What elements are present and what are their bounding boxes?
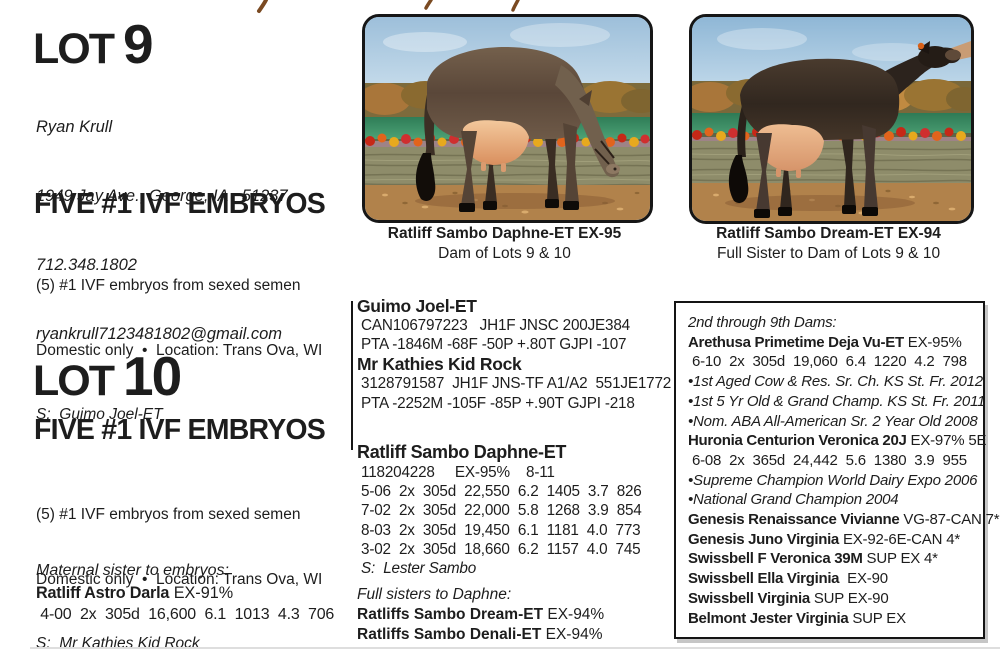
lot10-number: 10 xyxy=(122,345,182,407)
sire1-id-line: CAN106797223 JH1F JNSC 200JE384 xyxy=(357,317,630,334)
consignor-phone: 712.348.1802 xyxy=(36,256,137,274)
dam-entry-award: •National Grand Champion 2004 xyxy=(688,491,899,509)
cursive-title-remnant-icon xyxy=(257,0,520,13)
sister1-name: Ratliffs Sambo Dream-ET xyxy=(357,606,544,623)
full-sisters-block: Full sisters to Daphne: Ratliffs Sambo D… xyxy=(357,585,669,644)
lot10-word: LOT xyxy=(33,357,115,405)
consignor-email: ryankrull7123481802@gmail.com xyxy=(36,325,283,343)
cow-dream-illustration-icon xyxy=(692,17,971,221)
caption-daphne: Ratliff Sambo Daphne-ET EX-95 Dam of Lot… xyxy=(362,224,647,263)
lot9-word: LOT xyxy=(33,25,115,73)
maternal-sister-score: EX-91% xyxy=(169,584,234,602)
maternal-sister-record: 4-00 2x 305d 16,600 6.1 1013 4.3 706 xyxy=(36,606,335,623)
dam-entry-name: Huronia Centurion Veronica 20J EX-97% 5E xyxy=(688,432,987,450)
sister2-name: Ratliffs Sambo Denali-ET xyxy=(357,625,542,643)
maternal-sister-name: Ratliff Astro Darla xyxy=(36,584,170,602)
maternal-sister-heading: Maternal sister to embryos: xyxy=(36,562,229,579)
dam-entry-name: Belmont Jester Virginia SUP EX xyxy=(688,609,906,627)
dams-history-box: 2nd through 9th Dams: Arethusa Primetime… xyxy=(674,301,1000,639)
dam-record-row: 3-02 2x 305d 18,660 6.2 1157 4.0 745 xyxy=(357,540,641,558)
dams-box-heading: 2nd through 9th Dams: xyxy=(688,314,837,331)
dam-entry-award: •1st Aged Cow & Res. Sr. Ch. KS St. Fr. … xyxy=(688,373,983,391)
maternal-sister-name-line: Ratliff Astro Darla EX-91% xyxy=(36,582,334,604)
dam-entry-name: Swissbell F Veronica 39M SUP EX 4* xyxy=(688,550,938,568)
cow-photo-daphne xyxy=(362,14,653,223)
dam-sire-note: S: Lester Sambo xyxy=(357,560,477,578)
dam-entry-record: 6-08 2x 365d 24,442 5.6 1380 3.9 955 xyxy=(688,451,967,469)
caption-daphne-name: Ratliff Sambo Daphne-ET EX-95 xyxy=(387,225,622,242)
caption-daphne-sub: Dam of Lots 9 & 10 xyxy=(438,244,571,262)
sire2-id-line: 3128791587 JH1F JNS-TF A1/A2 551JE1772 xyxy=(357,375,672,393)
dam-name: Ratliff Sambo Daphne-ET xyxy=(357,442,567,462)
cow-photo-dream xyxy=(689,14,974,224)
lot10-heading: LOT 10 xyxy=(33,344,182,408)
lot10-desc-line2: Domestic only • Location: Trans Ova, WI xyxy=(36,570,323,588)
dam-record-row: 5-06 2x 305d 22,550 6.2 1405 3.7 826 xyxy=(357,483,642,501)
lot9-sire-note: S: Guimo Joel-ET xyxy=(36,406,163,423)
cow-dream xyxy=(728,41,971,218)
dam-entry-award: •1st 5 Yr Old & Grand Champ. KS St. Fr. … xyxy=(688,392,986,410)
sister-line: Ratliffs Sambo Denali-ET EX-94% xyxy=(357,625,669,645)
caption-dream-name: Ratliff Sambo Dream-ET EX-94 xyxy=(716,225,941,242)
dam-entry-name: Swissbell Virginia SUP EX-90 xyxy=(688,589,889,607)
dam-record-row: 8-03 2x 305d 19,450 6.1 1181 4.0 773 xyxy=(357,521,641,539)
dam-entry-record: 6-10 2x 305d 19,060 6.4 1220 4.2 798 xyxy=(688,353,967,371)
sire1-name: Guimo Joel-ET xyxy=(357,296,477,316)
consignor-address: 1949 Jay Ave., George, IA 51237 xyxy=(36,187,288,205)
sister-line: Ratliffs Sambo Dream-ET EX-94% xyxy=(357,605,669,625)
lot10-sire-note: S: Mr Kathies Kid Rock xyxy=(36,635,200,652)
sister2-score: EX-94% xyxy=(541,625,603,643)
caption-dream-sub: Full Sister to Dam of Lots 9 & 10 xyxy=(716,244,941,262)
cow-daphne xyxy=(415,47,620,212)
dam-entry-name: Arethusa Primetime Deja Vu-ET EX-95% xyxy=(688,333,962,351)
dam-id-line: 118204228 EX-95% 8-11 xyxy=(357,464,555,481)
full-sisters-heading: Full sisters to Daphne: xyxy=(357,586,512,603)
lot10-offering-title: FIVE #1 IVF EMBRYOS xyxy=(34,414,326,446)
dam-entry-name: Swissbell Ella Virginia EX-90 xyxy=(688,570,888,588)
dam-entry-award: •Nom. ABA All-American Sr. 2 Year Old 20… xyxy=(688,412,978,430)
lot10-desc-line1: (5) #1 IVF embryos from sexed semen xyxy=(36,506,301,523)
consignor-name: Ryan Krull xyxy=(36,118,113,136)
cow-daphne-illustration-icon xyxy=(365,17,650,220)
sister1-score: EX-94% xyxy=(543,606,605,623)
consignor-contact-block: Ryan Krull 1949 Jay Ave., George, IA 512… xyxy=(36,70,288,392)
dam-entry-award: •Supreme Champion World Dairy Expo 2006 xyxy=(688,471,978,489)
lot9-desc-line1: (5) #1 IVF embryos from sexed semen xyxy=(36,277,301,294)
caption-dream: Ratliff Sambo Dream-ET EX-94 Full Sister… xyxy=(689,224,968,263)
lot9-description: (5) #1 IVF embryos from sexed semen Dome… xyxy=(36,232,322,469)
dam-entry-name: Genesis Juno Virginia EX-92-6E-CAN 4* xyxy=(688,530,960,548)
pedigree-bracket-rule xyxy=(351,301,353,450)
lot9-heading: LOT 9 xyxy=(33,12,154,76)
sire-block: Guimo Joel-ET CAN106797223 JH1F JNSC 200… xyxy=(357,296,672,413)
maternal-sister-block: Maternal sister to embryos: Ratliff Astr… xyxy=(36,560,334,626)
lot9-number: 9 xyxy=(122,13,154,75)
dam-record-row: 7-02 2x 305d 22,000 5.8 1268 3.9 854 xyxy=(357,502,642,520)
dam-entry-name: Genesis Renaissance Vivianne VG-87-CAN 7… xyxy=(688,511,1000,529)
sire2-pta-line: PTA -2252M -105F -85P +.90T GJPI -218 xyxy=(357,394,635,412)
page-bottom-divider xyxy=(30,647,1000,649)
sire2-name: Mr Kathies Kid Rock xyxy=(357,354,522,375)
dam-block: Ratliff Sambo Daphne-ET 118204228 EX-95%… xyxy=(357,441,669,578)
lot9-offering-title: FIVE #1 IVF EMBRYOS xyxy=(34,188,326,220)
lot9-desc-line2: Domestic only • Location: Trans Ova, WI xyxy=(36,341,323,359)
sire1-pta-line: PTA -1846M -68F -50P +.80T GJPI -107 xyxy=(357,336,627,354)
